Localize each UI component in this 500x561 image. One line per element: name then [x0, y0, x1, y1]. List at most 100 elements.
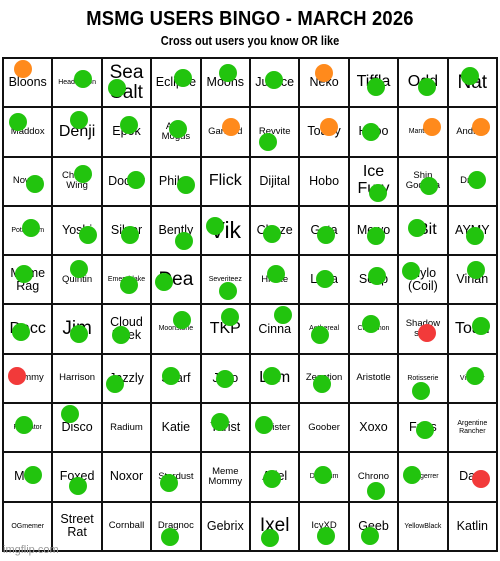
bingo-cell[interactable]: 3Bit	[398, 205, 448, 256]
bingo-cell[interactable]: Ariel	[250, 452, 300, 502]
bingo-cell[interactable]: Goober	[299, 403, 349, 453]
bingo-cell[interactable]: Hicate	[250, 255, 300, 305]
bingo-cell[interactable]: Foxed	[52, 452, 102, 502]
bingo-cell[interactable]: Aethereal	[299, 304, 349, 354]
bingo-cell[interactable]: Philya	[151, 156, 201, 206]
bingo-cell[interactable]: Vik	[200, 205, 250, 256]
bingo-cell[interactable]: Moonstone	[151, 304, 201, 354]
bingo-cell[interactable]: Mantisee	[398, 107, 448, 157]
bingo-cell[interactable]: Yoshi	[52, 205, 102, 256]
bingo-cell[interactable]: Dijital	[250, 156, 300, 206]
bingo-cell[interactable]: Potassium	[3, 205, 53, 256]
bingo-cell[interactable]: Headmotion	[52, 58, 102, 108]
bingo-cell[interactable]: Dryzy	[447, 156, 497, 206]
bingo-cell[interactable]: Tarist	[200, 403, 250, 453]
bingo-cell[interactable]: OGmemer	[3, 501, 53, 551]
bingo-cell[interactable]: Cheze	[250, 205, 300, 256]
bingo-cell[interactable]: YellowBlack	[398, 501, 448, 551]
bingo-cell[interactable]: Rangerrer	[398, 452, 448, 502]
bingo-cell[interactable]: Odd	[398, 58, 448, 108]
bingo-cell[interactable]: Arab Mogus	[151, 107, 201, 157]
bingo-cell[interactable]: Noxor	[101, 452, 152, 502]
bingo-cell[interactable]: Scarf	[151, 353, 201, 404]
bingo-cell[interactable]: Eclipse	[151, 58, 201, 108]
bingo-cell[interactable]: Mole	[3, 452, 53, 502]
bingo-cell[interactable]: Meme Rag	[3, 255, 53, 305]
bingo-cell[interactable]: Dea	[151, 255, 201, 305]
bingo-cell[interactable]: IcyXD	[299, 501, 349, 551]
bingo-cell[interactable]: Katlin	[447, 501, 497, 551]
bingo-cell[interactable]: Moister	[250, 403, 300, 453]
bingo-cell[interactable]: Durndum	[299, 452, 349, 502]
bingo-cell[interactable]: Aristotle	[348, 353, 399, 404]
bingo-cell[interactable]: Vitalizer	[447, 353, 497, 404]
bingo-cell[interactable]: Virian	[447, 255, 497, 305]
bingo-cell[interactable]: Denji	[52, 107, 102, 157]
bingo-cell[interactable]: Stardust	[151, 452, 201, 502]
bingo-cell[interactable]: Ice Fury	[348, 156, 399, 206]
bingo-cell[interactable]: Revvite	[250, 107, 300, 157]
bingo-cell[interactable]: Cornball	[101, 501, 152, 551]
bingo-cell[interactable]: Epok	[101, 107, 152, 157]
bingo-cell[interactable]: Toad	[447, 304, 497, 354]
bingo-cell[interactable]: Bloons	[3, 58, 53, 108]
bingo-cell[interactable]: Street Rat	[52, 501, 102, 551]
bingo-cell[interactable]: Flick	[200, 156, 250, 206]
bingo-cell[interactable]: Radium	[101, 403, 152, 453]
bingo-cell[interactable]: Tiffla	[348, 58, 399, 108]
bingo-cell[interactable]: Moons	[200, 58, 250, 108]
bingo-cell[interactable]: Shin Godzilla	[398, 156, 448, 206]
bingo-cell[interactable]: Geeb	[348, 501, 399, 551]
bingo-cell[interactable]: Rotisserie	[398, 353, 448, 404]
bingo-cell[interactable]: Gata	[299, 205, 349, 256]
bingo-cell[interactable]: Sea Salt	[101, 58, 152, 108]
bingo-cell[interactable]: Cinnamon	[348, 304, 399, 354]
bingo-cell[interactable]: Quintin	[52, 255, 102, 305]
bingo-cell[interactable]: Harrison	[52, 353, 102, 404]
bingo-cell[interactable]: Hobo	[299, 156, 349, 206]
bingo-cell[interactable]: Toaey	[299, 107, 349, 157]
bingo-cell[interactable]: Cinna	[250, 304, 300, 354]
bingo-cell[interactable]: Libra	[299, 255, 349, 305]
bingo-cell[interactable]: Bently	[151, 205, 201, 256]
bingo-cell[interactable]: Silver	[101, 205, 152, 256]
bingo-cell[interactable]: Neko	[299, 58, 349, 108]
bingo-cell[interactable]: Emeraldake	[101, 255, 152, 305]
bingo-cell[interactable]: Xoxo	[348, 403, 399, 453]
bingo-cell[interactable]: Justice	[250, 58, 300, 108]
bingo-cell[interactable]: TKP	[200, 304, 250, 354]
bingo-cell[interactable]: Nowler	[3, 156, 53, 206]
bingo-cell[interactable]: Dragnoc	[151, 501, 201, 551]
bingo-cell[interactable]: Jazzly	[101, 353, 152, 404]
bingo-cell[interactable]: Chrono	[348, 452, 399, 502]
bingo-cell[interactable]: Cloud Neek	[101, 304, 152, 354]
bingo-cell[interactable]: Nat	[447, 58, 497, 108]
bingo-cell[interactable]: Zenction	[299, 353, 349, 404]
bingo-cell[interactable]: Hiroo	[348, 107, 399, 157]
bingo-cell[interactable]: Frias	[398, 403, 448, 453]
bingo-cell[interactable]: Lam	[250, 353, 300, 404]
bingo-cell[interactable]: Ixel	[250, 501, 300, 551]
bingo-cell[interactable]: Maddox	[3, 107, 53, 157]
bingo-cell[interactable]: Garmod	[200, 107, 250, 157]
bingo-cell[interactable]: Jim	[52, 304, 102, 354]
bingo-cell[interactable]: Charlie Wing	[52, 156, 102, 206]
bingo-cell[interactable]: Dacc	[3, 304, 53, 354]
bingo-cell[interactable]: Ratinator	[3, 403, 53, 453]
bingo-cell[interactable]: Sammy	[3, 353, 53, 404]
bingo-cell[interactable]: Argentine Rancher	[447, 403, 497, 453]
bingo-cell[interactable]: Doctor	[101, 156, 152, 206]
bingo-cell[interactable]: Jello	[200, 353, 250, 404]
bingo-cell[interactable]: Soap	[348, 255, 399, 305]
bingo-cell[interactable]: Katie	[151, 403, 201, 453]
bingo-cell[interactable]: Dark	[447, 452, 497, 502]
bingo-cell[interactable]: Severiteez	[200, 255, 250, 305]
bingo-cell[interactable]: AYMY	[447, 205, 497, 256]
bingo-cell[interactable]: Mewo	[348, 205, 399, 256]
bingo-cell[interactable]: Andrew	[447, 107, 497, 157]
bingo-cell[interactable]: Gebrix	[200, 501, 250, 551]
bingo-cell[interactable]: Meme Mommy	[200, 452, 250, 502]
bingo-cell[interactable]: Disco	[52, 403, 102, 453]
bingo-cell[interactable]: Mylo (Coil)	[398, 255, 448, 305]
bingo-cell[interactable]: Shadow seal	[398, 304, 448, 354]
